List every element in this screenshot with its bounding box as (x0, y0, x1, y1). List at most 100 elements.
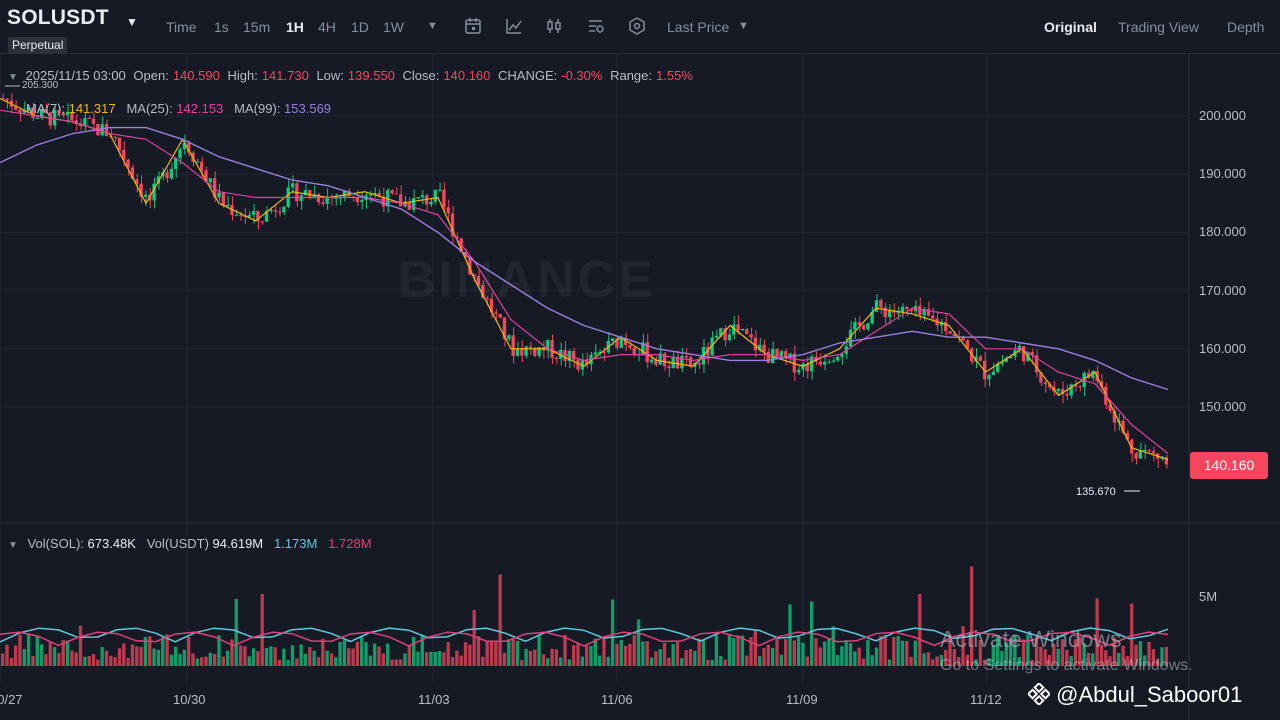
candle-body (870, 311, 874, 324)
volume-bar (321, 638, 325, 666)
calendar-icon[interactable] (463, 16, 483, 36)
price-chart[interactable] (0, 54, 1280, 720)
line-chart-icon[interactable] (504, 16, 524, 36)
chevron-down-icon[interactable]: ▼ (126, 15, 138, 29)
tab-4h[interactable]: 4H (318, 19, 336, 35)
volume-bar (1151, 649, 1156, 666)
candle-body (779, 351, 783, 357)
tab-depth[interactable]: Depth (1227, 19, 1265, 35)
symbol-selector[interactable]: SOLUSDT (7, 6, 109, 29)
volume-bar (1164, 646, 1168, 666)
collapse-icon[interactable]: ▼ (8, 540, 18, 551)
indicators-icon[interactable] (586, 16, 606, 36)
candle-body (745, 328, 749, 335)
volume-bar (135, 646, 139, 666)
volume-bar (896, 636, 900, 666)
volume-bar (1134, 644, 1138, 666)
candle-body (796, 369, 801, 373)
open-value: 140.590 (172, 68, 220, 83)
candle-body (991, 371, 995, 376)
volume-bar (1143, 655, 1147, 666)
volume-bar (1004, 642, 1008, 666)
candle-body (684, 355, 688, 358)
candle-body (494, 312, 498, 315)
chevron-down-icon[interactable]: ▼ (738, 20, 749, 32)
candle-body (952, 333, 957, 336)
tab-1s[interactable]: 1s (214, 19, 229, 35)
low-value: 139.550 (347, 68, 395, 83)
volume-bar (758, 656, 762, 666)
volume-bar (498, 574, 502, 666)
volume-bar (796, 637, 801, 666)
volume-bar (736, 635, 740, 666)
volume-bar (264, 647, 269, 666)
volume-bar (585, 645, 589, 666)
candle-body (853, 322, 857, 330)
volume-bar (109, 655, 113, 666)
collapse-icon[interactable]: ▼ (8, 72, 18, 83)
volume-bar (615, 643, 619, 666)
tab-15m[interactable]: 15m (243, 19, 271, 35)
more-timeframes-icon[interactable]: ▼ (427, 20, 438, 32)
volume-bar (390, 659, 394, 666)
volume-bar (199, 657, 204, 666)
high-value: 141.730 (261, 68, 309, 83)
volume-bar (303, 653, 308, 666)
volume-bar (360, 635, 364, 666)
candle-body (723, 328, 727, 341)
tab-time[interactable]: Time (166, 19, 197, 35)
volume-bar (632, 635, 636, 666)
volume-bar (1069, 656, 1073, 666)
candle-body (35, 117, 39, 119)
volume-bar (78, 625, 83, 666)
candlestick-icon[interactable] (544, 16, 564, 36)
candle-body (965, 340, 970, 349)
candle-body (411, 197, 416, 210)
candle-body (386, 190, 390, 207)
volume-bar (641, 641, 645, 666)
candle-body (174, 158, 178, 169)
volume-bar (83, 656, 87, 666)
tab-original[interactable]: Original (1044, 19, 1097, 35)
candle-body (814, 356, 818, 362)
ma25-value: 142.153 (176, 101, 224, 116)
candle-body (563, 349, 567, 362)
volume-bar (995, 635, 1000, 666)
volume-bar (1, 653, 5, 666)
volume-bar (1095, 598, 1099, 666)
volume-bar (848, 643, 853, 666)
candle-body (247, 214, 251, 217)
candle-body (342, 190, 347, 198)
candle-body (485, 297, 489, 299)
volume-bar (783, 638, 788, 666)
settings-icon[interactable] (627, 16, 647, 36)
candle-body (351, 196, 355, 198)
candle-body (442, 189, 446, 208)
tab-1w[interactable]: 1W (383, 19, 404, 35)
candle-body (1000, 361, 1004, 364)
price-type-selector[interactable]: Last Price (667, 19, 730, 35)
candle-body (809, 356, 814, 372)
tab-1d[interactable]: 1D (351, 19, 369, 35)
tab-trading-view[interactable]: Trading View (1118, 19, 1199, 35)
ma-line-3 (0, 126, 1169, 391)
binance-logo-icon (1026, 681, 1052, 707)
volume-bar (398, 659, 403, 666)
volume-bar (165, 634, 169, 666)
candle-body (1151, 451, 1156, 454)
candle-body (450, 213, 455, 237)
volume-bar (195, 658, 199, 666)
volume-bar (749, 637, 753, 666)
volume-bar (511, 639, 515, 666)
ma25-label: MA(25): (126, 101, 173, 116)
volume-bar (883, 634, 887, 666)
tab-1h[interactable]: 1H (286, 19, 304, 35)
volume-bar (528, 650, 533, 666)
volume-bar (104, 650, 109, 666)
volume-bar (680, 658, 684, 666)
volume-bar (485, 641, 489, 666)
volume-bar (541, 654, 546, 666)
candle-body (502, 317, 507, 340)
volume-bar (5, 644, 9, 666)
volume-bar (299, 644, 303, 666)
